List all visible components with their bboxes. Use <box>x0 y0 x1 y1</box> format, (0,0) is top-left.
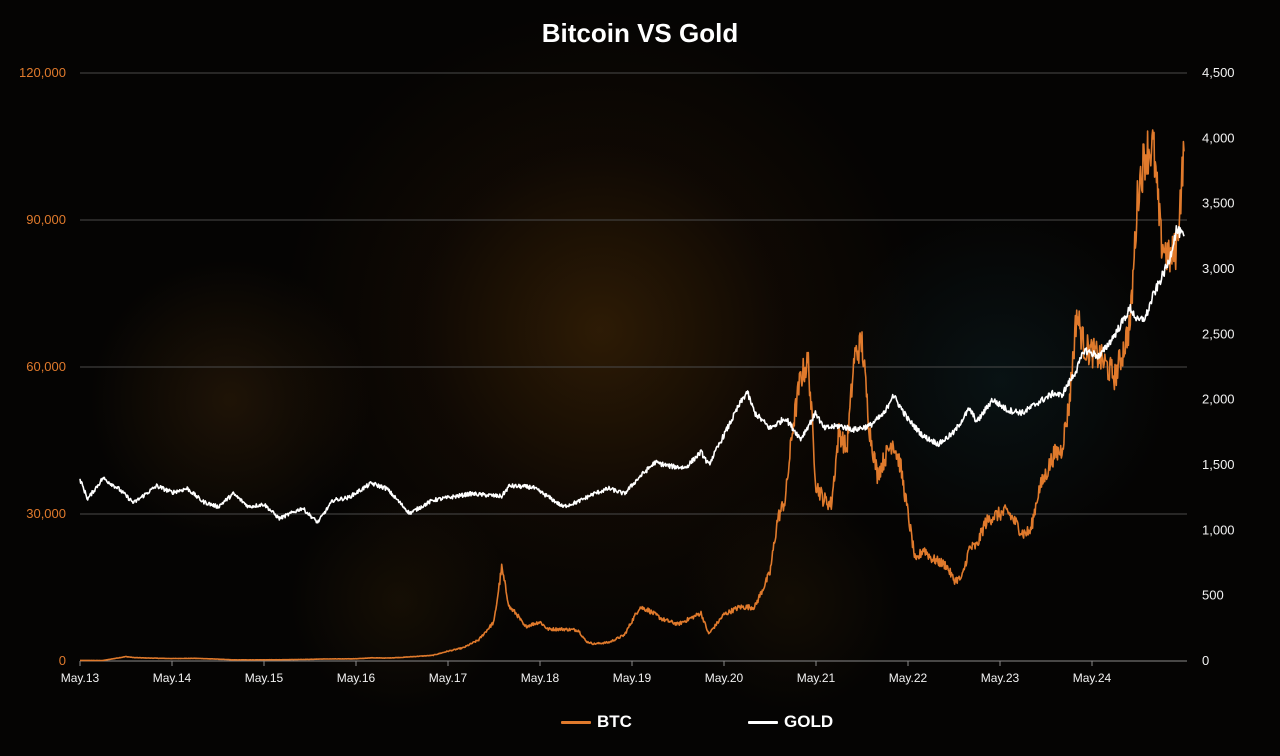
x-axis-tick-label: May.23 <box>981 671 1020 685</box>
right-axis-tick-label: 0 <box>1202 653 1209 668</box>
chart-title: Bitcoin VS Gold <box>541 18 739 48</box>
left-axis-tick-label: 60,000 <box>26 359 66 374</box>
x-axis-tick-label: May.15 <box>245 671 284 685</box>
gold-legend-swatch <box>748 720 778 724</box>
left-axis-tick-label: 30,000 <box>26 506 66 521</box>
left-axis-tick-label: 90,000 <box>26 212 66 227</box>
legend-item-gold: GOLD <box>748 712 833 732</box>
x-axis-tick-label: May.20 <box>705 671 744 685</box>
x-axis-tick-label: May.16 <box>337 671 376 685</box>
legend: BTC GOLD <box>0 712 1280 738</box>
right-axis-tick-label: 500 <box>1202 588 1224 603</box>
x-axis-tick-label: May.14 <box>153 671 192 685</box>
left-axis-tick-label: 0 <box>59 653 66 668</box>
right-axis-tick-label: 4,000 <box>1202 130 1235 145</box>
right-axis-tick-label: 1,000 <box>1202 522 1235 537</box>
x-axis-tick-label: May.18 <box>521 671 560 685</box>
x-axis-tick-label: May.21 <box>797 671 836 685</box>
right-axis-tick-label: 4,500 <box>1202 65 1235 80</box>
right-axis-tick-label: 1,500 <box>1202 457 1235 472</box>
right-axis-tick-label: 2,500 <box>1202 326 1235 341</box>
btc-legend-label: BTC <box>597 712 632 731</box>
x-axis-tick-label: May.13 <box>61 671 100 685</box>
right-axis-tick-label: 3,500 <box>1202 196 1235 211</box>
right-axis-tick-label: 2,000 <box>1202 392 1235 407</box>
right-axis-tick-label: 3,000 <box>1202 261 1235 276</box>
btc-legend-swatch <box>561 720 591 724</box>
btc-series-line <box>79 129 1185 662</box>
x-axis-tick-label: May.17 <box>429 671 468 685</box>
x-axis-tick-label: May.22 <box>889 671 928 685</box>
x-axis-tick-label: May.19 <box>613 671 652 685</box>
chart-canvas: 0 30,000 60,000 90,000 120,000 0 500 1,000 1,500… <box>19 65 1235 685</box>
gold-series-line <box>79 225 1185 524</box>
legend-item-btc: BTC <box>561 712 632 732</box>
gold-legend-label: GOLD <box>784 712 834 731</box>
left-axis-tick-label: 120,000 <box>19 65 66 80</box>
x-axis-tick-label: May.24 <box>1073 671 1112 685</box>
